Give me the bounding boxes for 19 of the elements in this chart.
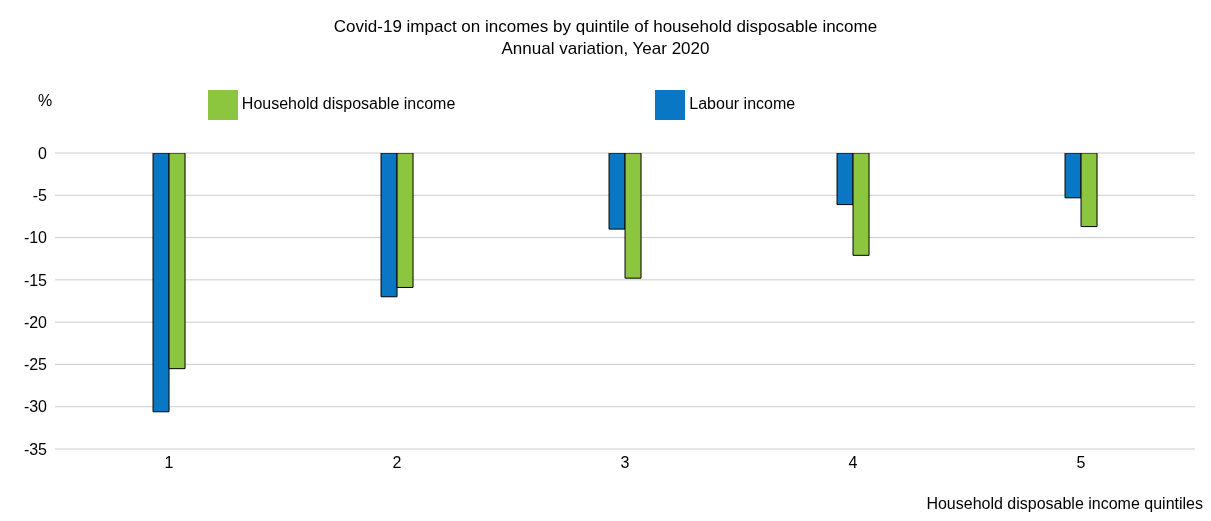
y-tick-label: -5 bbox=[32, 186, 48, 204]
chart-subtitle: Annual variation, Year 2020 bbox=[500, 38, 711, 60]
x-tick-label: 3 bbox=[620, 454, 630, 472]
y-tick-label: -30 bbox=[23, 398, 48, 416]
legend-label: Household disposable income bbox=[241, 95, 456, 113]
y-tick-label: -25 bbox=[23, 356, 48, 374]
y-tick-label: -10 bbox=[23, 229, 48, 247]
x-tick-label: 5 bbox=[1076, 454, 1086, 472]
y-tick-label: -15 bbox=[23, 271, 48, 289]
legend-label: Labour income bbox=[689, 95, 796, 113]
y-tick-label: -35 bbox=[23, 440, 48, 458]
y-tick-label: 0 bbox=[38, 144, 48, 162]
y-axis-title: % bbox=[38, 92, 53, 110]
x-tick-label: 1 bbox=[164, 454, 174, 472]
x-tick-label: 2 bbox=[392, 454, 402, 472]
x-tick-label: 4 bbox=[848, 454, 858, 472]
x-axis-title: Household disposable income quintiles bbox=[926, 495, 1203, 513]
chart-title: Covid-19 impact on incomes by quintile of household disposable income bbox=[332, 16, 879, 38]
y-tick-label: -20 bbox=[23, 313, 48, 331]
